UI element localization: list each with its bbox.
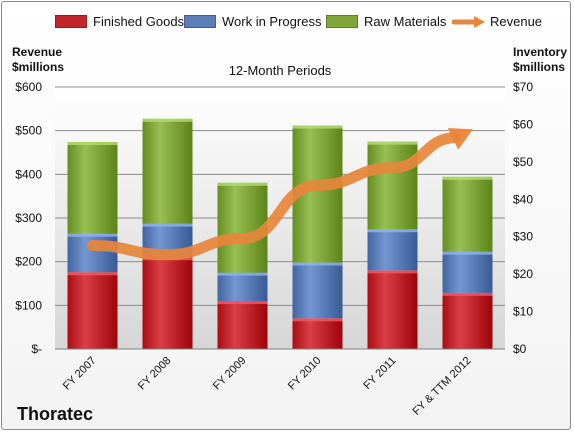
bar-cap-work-in-progress: [217, 272, 268, 276]
left-tick-label: $400: [15, 167, 42, 181]
legend-swatch-work-in-progress: [184, 15, 216, 28]
bar-cap-finished-goods: [67, 272, 118, 276]
right-tick-label: $10: [513, 305, 533, 319]
right-tick-label: $20: [513, 267, 533, 281]
chart-title: 12-Month Periods: [229, 63, 332, 78]
bar-work-in-progress: [217, 272, 268, 302]
legend-label-work-in-progress: Work in Progress: [222, 14, 322, 29]
right-tick-label: $40: [513, 192, 533, 206]
right-tick-label: $60: [513, 117, 533, 131]
bar-work-in-progress: [442, 251, 493, 293]
right-tick-label: $0: [513, 342, 527, 356]
bar-cap-raw-materials: [292, 125, 343, 129]
left-tick-label: $600: [15, 80, 42, 94]
x-tick-label: FY 2007: [61, 355, 99, 393]
bar-cap-raw-materials: [442, 176, 493, 180]
left-tick-label: $200: [15, 255, 42, 269]
bar-finished-goods: [367, 270, 418, 349]
left-tick-label: $300: [15, 211, 42, 225]
bar-work-in-progress: [367, 229, 418, 271]
x-tick-label: FY 2008: [136, 355, 174, 393]
bar-finished-goods: [292, 318, 343, 349]
legend-item-raw-materials: Raw Materials: [326, 14, 446, 29]
bar-work-in-progress: [292, 262, 343, 319]
company-name: Thoratec: [17, 404, 94, 424]
left-axis-title: Revenue $millions: [12, 45, 65, 74]
bar-cap-finished-goods: [367, 270, 418, 274]
bar-cap-work-in-progress: [442, 251, 493, 255]
legend-item-finished-goods: Finished Goods: [55, 14, 184, 29]
chart-legend: Finished Goods Work in Progress Raw Mate…: [0, 10, 574, 36]
bar-cap-finished-goods: [442, 292, 493, 296]
bar-cap-work-in-progress: [367, 229, 418, 233]
bar-finished-goods: [442, 292, 493, 349]
x-tick-label: FY 2009: [211, 355, 249, 393]
right-axis-title: Inventory $millions: [513, 45, 568, 74]
left-tick-label: $-: [31, 342, 42, 356]
bar-raw-materials: [442, 176, 493, 252]
x-tick-label: FY & TTM 2012: [411, 355, 474, 418]
bar-finished-goods: [67, 272, 118, 349]
legend-item-revenue: Revenue: [452, 14, 542, 29]
legend-swatch-raw-materials: [326, 15, 358, 28]
bar-finished-goods: [217, 301, 268, 349]
bar-raw-materials: [367, 141, 418, 230]
left-tick-label: $500: [15, 124, 42, 138]
bar-cap-raw-materials: [367, 141, 418, 145]
legend-swatch-finished-goods: [55, 15, 87, 28]
revenue-line: [87, 132, 462, 261]
legend-label-finished-goods: Finished Goods: [93, 14, 185, 29]
x-tick-label: FY 2010: [286, 355, 324, 393]
left-tick-label: $100: [15, 298, 42, 312]
bar-finished-goods: [142, 257, 193, 349]
legend-label-revenue: Revenue: [490, 14, 543, 29]
bar-work-in-progress: [67, 233, 118, 273]
bar-cap-finished-goods: [217, 301, 268, 305]
revenue-arrowhead: [447, 128, 473, 150]
bar-raw-materials: [67, 142, 118, 234]
legend-arrow-revenue: [452, 15, 485, 28]
bar-cap-raw-materials: [217, 182, 268, 186]
right-tick-label: $30: [513, 230, 533, 244]
bar-cap-raw-materials: [67, 142, 118, 146]
bar-raw-materials: [142, 118, 193, 224]
right-tick-label: $50: [513, 155, 533, 169]
bar-cap-work-in-progress: [292, 262, 343, 266]
legend-label-raw-materials: Raw Materials: [364, 14, 447, 29]
bar-cap-raw-materials: [142, 118, 193, 122]
right-tick-label: $70: [513, 80, 533, 94]
bar-cap-work-in-progress: [142, 223, 193, 227]
bar-cap-finished-goods: [292, 318, 343, 322]
bar-cap-work-in-progress: [67, 233, 118, 237]
x-tick-label: FY 2011: [361, 355, 398, 392]
legend-item-work-in-progress: Work in Progress: [184, 14, 321, 29]
